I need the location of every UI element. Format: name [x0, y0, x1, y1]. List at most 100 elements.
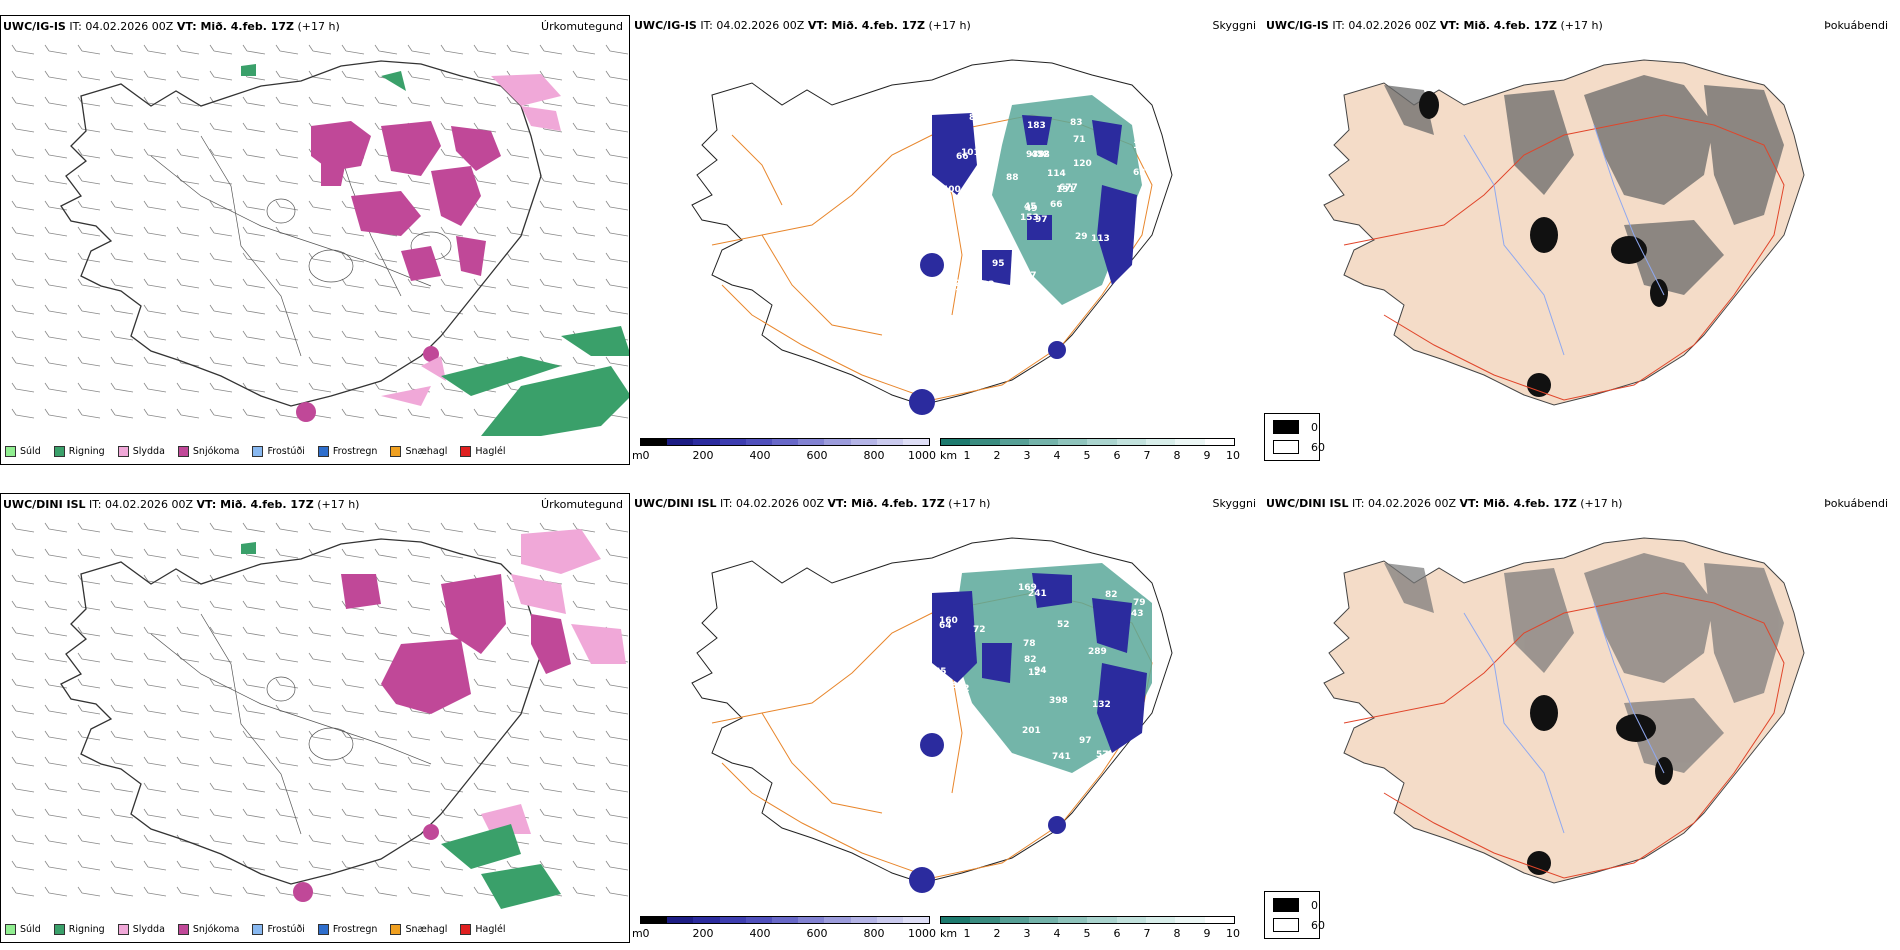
wind-barb: [341, 408, 365, 419]
wind-barb: [209, 408, 233, 419]
wind-barb: [143, 782, 167, 793]
wind-barb: [473, 200, 497, 211]
wind-barb: [44, 730, 68, 741]
wind-barb: [308, 522, 332, 533]
wind-barb: [77, 522, 101, 533]
init-time: IT: 04.02.2026 00Z: [69, 20, 174, 33]
km-tick: 3: [1023, 927, 1031, 940]
wind-barb: [143, 330, 167, 341]
wind-barb: [209, 548, 233, 559]
wind-barb: [341, 886, 365, 897]
wind-barb: [407, 782, 431, 793]
height-colorbar-segment: [850, 917, 877, 923]
visibility-value-label: 64: [939, 621, 952, 631]
wind-barb: [242, 600, 266, 611]
wind-barb: [77, 782, 101, 793]
wind-barb: [275, 252, 299, 263]
height-colorbar: m 0 200 400 600 800 1000: [632, 438, 936, 462]
wind-barb: [242, 304, 266, 315]
precip-panel-row2: UWC/DINI ISL IT: 04.02.2026 00Z VT: Mið.…: [0, 493, 630, 943]
panel-title: Úrkomutegund: [541, 498, 623, 511]
lead-time: (+17 h): [948, 497, 991, 510]
km-colorbar-segment: [970, 439, 1000, 445]
height-tick: 800: [863, 449, 885, 462]
wind-barb: [110, 626, 134, 637]
wind-barb: [572, 200, 596, 211]
visibility-value-label: 181: [945, 681, 964, 691]
wind-barb: [407, 600, 431, 611]
height-tick: 0: [642, 927, 650, 940]
wind-barb: [275, 730, 299, 741]
wind-barb: [209, 330, 233, 341]
visibility-panel-row2: UWC/DINI ISL IT: 04.02.2026 00Z VT: Mið.…: [632, 493, 1262, 943]
wind-barb: [77, 70, 101, 81]
wind-barb: [209, 886, 233, 897]
height-colorbar-segment: [641, 917, 668, 923]
visibility-value-label: 52: [1057, 620, 1070, 630]
wind-barb: [209, 704, 233, 715]
wind-barb: [374, 356, 398, 367]
wind-barb: [308, 626, 332, 637]
visibility-value-label: 47: [1024, 271, 1037, 281]
wind-barb: [11, 148, 35, 159]
wind-barb: [572, 252, 596, 263]
wind-barb: [341, 278, 365, 289]
km-colorbar-segment: [970, 917, 1000, 923]
wind-barb: [11, 44, 35, 55]
wind-barb: [440, 356, 464, 367]
wind-barb: [308, 600, 332, 611]
wind-barb: [506, 330, 530, 341]
wind-barb: [506, 626, 530, 637]
visibility-value-label: 169: [1018, 583, 1037, 593]
wind-barb: [275, 808, 299, 819]
valid-time: VT: Mið. 4.feb. 17Z: [1459, 497, 1577, 510]
wind-barb: [242, 730, 266, 741]
visibility-value-label: 66: [956, 152, 969, 162]
wind-barb: [539, 704, 563, 715]
wind-barb: [11, 782, 35, 793]
wind-barb: [341, 44, 365, 55]
wind-barb: [77, 834, 101, 845]
wind-barb: [209, 122, 233, 133]
height-colorbar: m 0 200 400 600 800 1000: [632, 916, 936, 940]
wind-barb: [440, 408, 464, 419]
wind-barb: [209, 860, 233, 871]
wind-barb: [572, 782, 596, 793]
wind-barb: [506, 122, 530, 133]
wind-barb: [242, 574, 266, 585]
wind-barb: [605, 44, 629, 55]
wind-barb: [407, 574, 431, 585]
wind-barb: [473, 304, 497, 315]
visibility-value-label: 43: [1131, 609, 1144, 619]
wind-barb: [11, 174, 35, 185]
wind-barb: [440, 278, 464, 289]
km-colorbar-segment: [1058, 439, 1088, 445]
wind-barb: [11, 860, 35, 871]
wind-barb: [539, 730, 563, 741]
wind-barb: [44, 278, 68, 289]
wind-barb: [308, 704, 332, 715]
wind-barb: [143, 356, 167, 367]
wind-barb: [275, 44, 299, 55]
wind-barb: [605, 574, 629, 585]
wind-barb: [143, 860, 167, 871]
wind-barb: [176, 860, 200, 871]
wind-barb: [44, 226, 68, 237]
wind-barb: [110, 356, 134, 367]
wind-barb: [176, 304, 200, 315]
wind-barb: [176, 574, 200, 585]
wind-barb: [605, 148, 629, 159]
wind-barb: [176, 96, 200, 107]
wind-barb: [176, 70, 200, 81]
wind-barb: [11, 886, 35, 897]
wind-barb: [11, 408, 35, 419]
wind-barb: [176, 356, 200, 367]
wind-barb: [110, 70, 134, 81]
wind-barb: [110, 574, 134, 585]
wind-barb: [407, 70, 431, 81]
visibility-value-label: 132: [1092, 700, 1111, 710]
wind-barb: [506, 278, 530, 289]
wind-barb: [374, 574, 398, 585]
visibility-value-label: 114: [1047, 169, 1066, 179]
vis-labels: 9766491271319583727166871171501441531201…: [942, 113, 1152, 310]
